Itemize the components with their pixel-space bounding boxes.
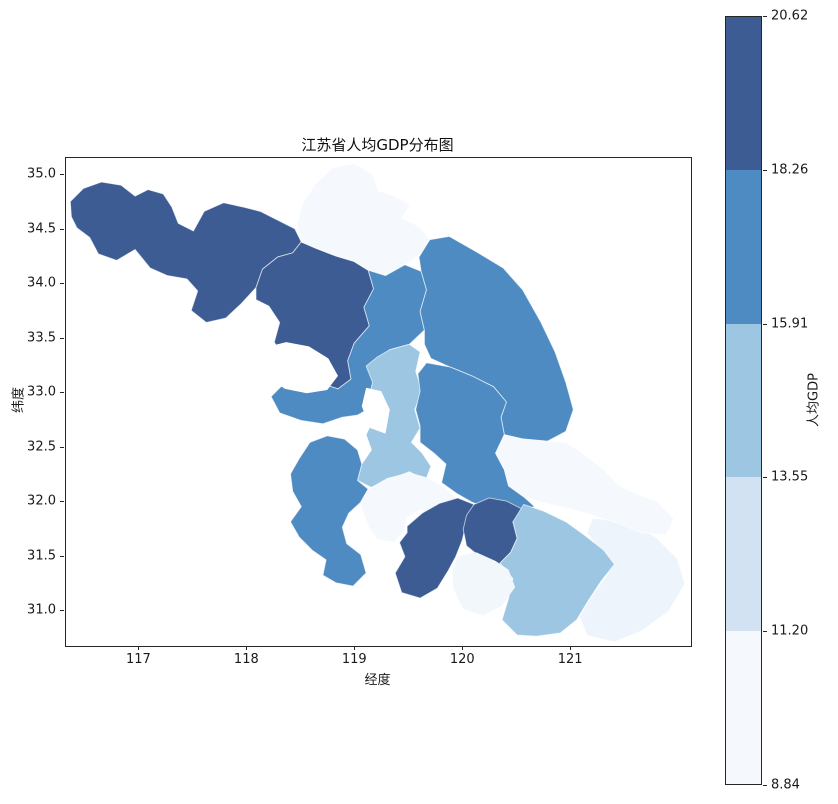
colorbar-tick-mark (763, 323, 767, 325)
x-tick-label: 120 (449, 652, 475, 667)
x-tick-label: 117 (125, 652, 151, 667)
x-tick-mark (246, 646, 248, 650)
water-taihu-lake (452, 552, 516, 616)
y-tick-mark (60, 555, 64, 557)
region-suzhou (499, 503, 615, 637)
chart-title: 江苏省人均GDP分布图 (301, 136, 454, 154)
y-tick-label: 33.5 (27, 330, 56, 346)
y-tick-label: 31.5 (27, 548, 56, 564)
y-tick-mark (60, 446, 64, 448)
colorbar-tick-mark (763, 631, 767, 633)
region-zhenjiang (360, 472, 460, 543)
y-tick-mark (60, 392, 64, 394)
x-tick-mark (462, 646, 464, 650)
y-tick-mark (60, 501, 64, 503)
context-area-coastal-context (579, 518, 685, 642)
colorbar-band-13.55–15.91 (726, 323, 761, 478)
water-hongze-lake (261, 342, 338, 394)
y-tick-label: 32.0 (27, 493, 56, 509)
y-tick-label: 33.0 (27, 384, 56, 400)
x-tick-label: 119 (341, 652, 367, 667)
y-axis-label: 纬度 (11, 386, 27, 414)
y-tick-label: 32.5 (27, 439, 56, 455)
x-tick-label: 121 (557, 652, 583, 667)
colorbar-tick-label: 20.62 (771, 8, 809, 24)
colorbar-band-8.84–11.20 (726, 630, 761, 785)
colorbar-label: 人均GDP (806, 373, 822, 427)
colorbar-tick-mark (763, 169, 767, 171)
colorbar-tick-mark (763, 785, 767, 786)
colorbar-tick-label: 11.20 (771, 623, 809, 639)
region-nanjing (290, 435, 369, 587)
colorbar-tick-mark (763, 477, 767, 479)
y-tick-mark (60, 337, 64, 339)
y-tick-mark (60, 174, 64, 176)
colorbar (725, 16, 762, 785)
map-plot-area (65, 157, 692, 647)
region-nantong (495, 434, 675, 536)
colorbar-tick-label: 8.84 (771, 777, 800, 793)
y-tick-mark (60, 228, 64, 230)
y-tick-mark (60, 610, 64, 612)
colorbar-tick-label: 15.91 (771, 316, 809, 332)
y-tick-label: 34.0 (27, 275, 56, 291)
y-tick-label: 34.5 (27, 221, 56, 237)
y-tick-mark (60, 283, 64, 285)
water-gaoyou-lake (361, 387, 390, 434)
region-lianyungang (296, 162, 431, 277)
colorbar-band-18.26–20.62 (726, 17, 761, 171)
choropleth-map-canvas (69, 162, 685, 642)
colorbar-tick-mark (763, 16, 767, 17)
x-tick-mark (138, 646, 140, 650)
colorbar-tick-label: 13.55 (771, 469, 809, 485)
y-tick-label: 35.0 (27, 166, 56, 182)
x-tick-mark (354, 646, 356, 650)
x-tick-mark (570, 646, 572, 650)
colorbar-band-15.91–18.26 (726, 170, 761, 324)
y-tick-label: 31.0 (27, 602, 56, 618)
x-tick-label: 118 (233, 652, 259, 667)
colorbar-tick-label: 18.26 (771, 162, 809, 178)
x-axis-label: 经度 (364, 673, 391, 688)
region-changzhou (394, 497, 475, 599)
colorbar-band-11.20–13.55 (726, 477, 761, 631)
